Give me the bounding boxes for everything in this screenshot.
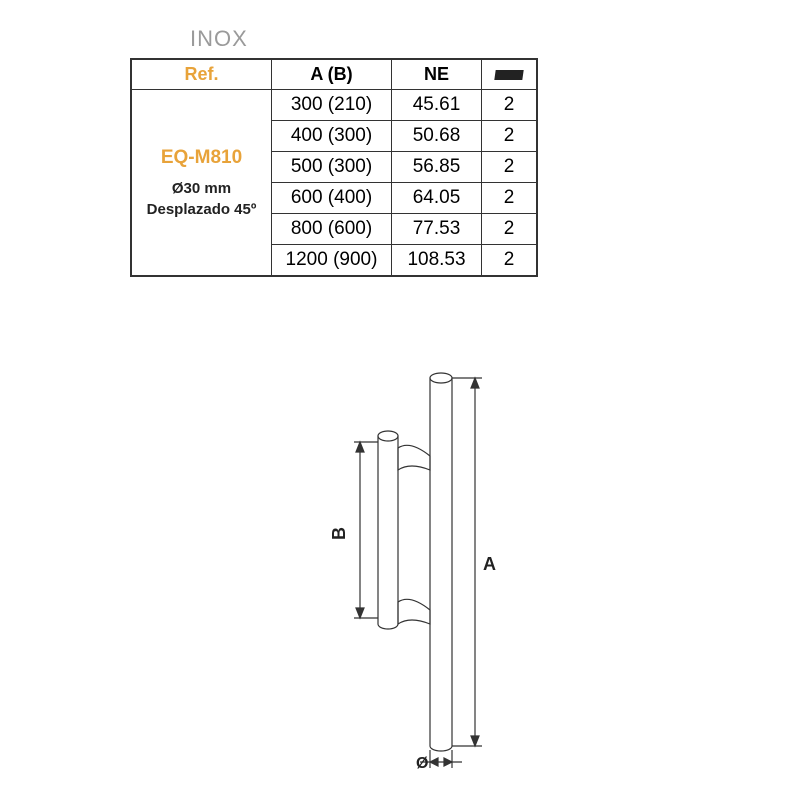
cell-ne: 56.85 <box>392 152 482 183</box>
ref-sub1: Ø30 mm <box>140 178 263 199</box>
cell-ne: 108.53 <box>392 245 482 276</box>
dim-label-dia: Ø <box>416 755 428 770</box>
cell-ne: 64.05 <box>392 183 482 214</box>
cell-pkg: 2 <box>482 214 537 245</box>
cell-ab: 300 (210) <box>272 90 392 121</box>
cell-ab: 400 (300) <box>272 121 392 152</box>
cell-pkg: 2 <box>482 245 537 276</box>
cell-pkg: 2 <box>482 152 537 183</box>
header-package-icon <box>482 60 537 90</box>
cell-ab: 500 (300) <box>272 152 392 183</box>
cell-ne: 45.61 <box>392 90 482 121</box>
cell-pkg: 2 <box>482 183 537 214</box>
spec-table: Ref. A (B) NE EQ-M810 Ø30 mm Desplazado … <box>130 58 538 277</box>
cell-ab: 1200 (900) <box>272 245 392 276</box>
material-title: INOX <box>190 26 248 52</box>
cell-ne: 77.53 <box>392 214 482 245</box>
ref-cell: EQ-M810 Ø30 mm Desplazado 45º <box>132 90 272 276</box>
cell-ab: 800 (600) <box>272 214 392 245</box>
ref-sub2: Desplazado 45º <box>140 199 263 220</box>
cell-ab: 600 (400) <box>272 183 392 214</box>
header-ab: A (B) <box>272 60 392 90</box>
table-row: EQ-M810 Ø30 mm Desplazado 45º 300 (210) … <box>132 90 537 121</box>
cell-pkg: 2 <box>482 121 537 152</box>
package-icon <box>494 70 523 80</box>
dim-label-b: B <box>329 527 349 540</box>
dim-label-a: A <box>483 554 496 574</box>
technical-diagram: A B Ø <box>260 370 560 770</box>
cell-pkg: 2 <box>482 90 537 121</box>
cell-ne: 50.68 <box>392 121 482 152</box>
header-ne: NE <box>392 60 482 90</box>
ref-main: EQ-M810 <box>140 145 263 172</box>
header-ref: Ref. <box>132 60 272 90</box>
